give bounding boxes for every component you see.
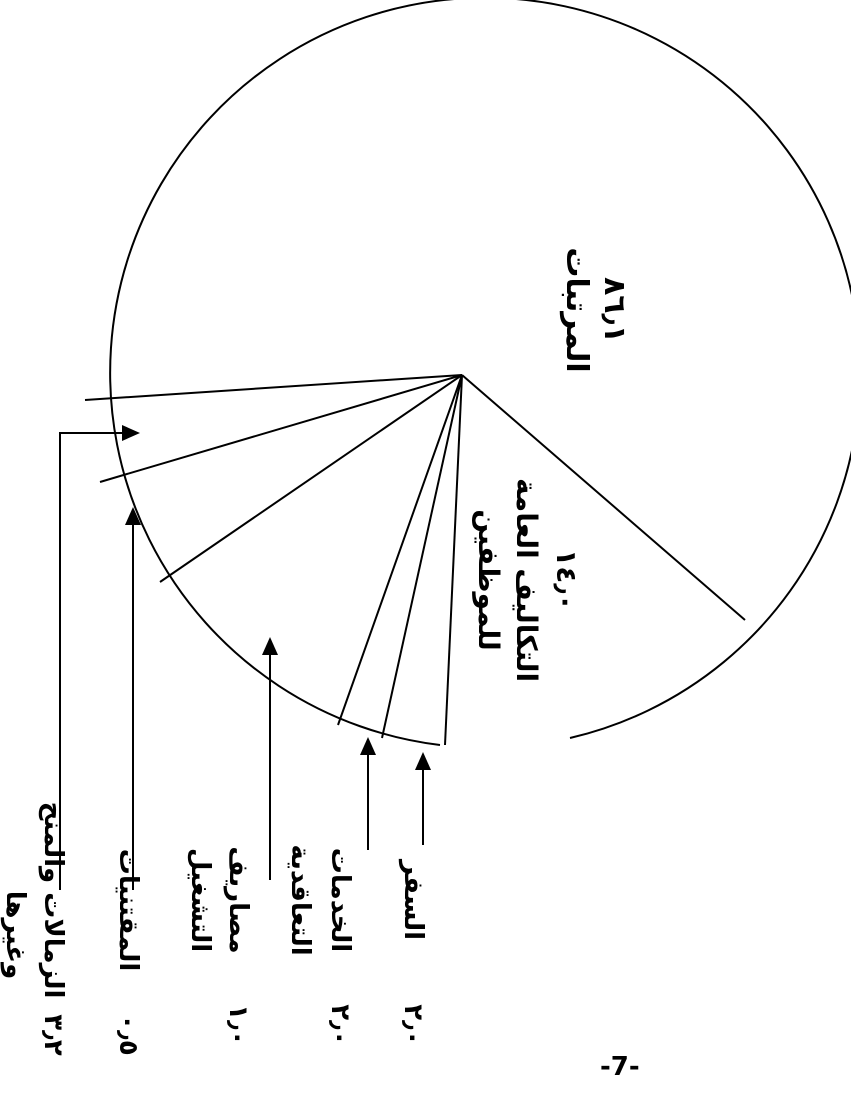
label-operating: مصاريف التشغيل ١٫٠	[185, 846, 253, 1045]
svg-text:١٫٠: ١٫٠	[223, 1004, 253, 1045]
fellowships-label-line1: الزمالات والمنح	[38, 802, 68, 999]
salaries-value: ٨٦٫١	[597, 277, 632, 343]
boundary-operating-acquisitions	[159, 374, 463, 583]
operating-label-line1: مصاريف	[223, 846, 253, 953]
leader-lines	[59, 425, 431, 890]
page-number: -7-	[600, 1052, 640, 1082]
svg-text:السفر: السفر	[398, 858, 428, 940]
pie-outline	[109, 0, 851, 746]
label-acquisitions: المقتنيات ٠٫٥	[113, 849, 143, 1056]
label-fellowships: الزمالات والمنح وغيرها ٣٫٢	[0, 802, 68, 1056]
staff-costs-label-line2: للموظفين	[472, 509, 505, 650]
staff-costs-value: ١٤٫٠	[550, 549, 583, 611]
boundary-staff-travel	[444, 374, 463, 746]
staff-costs-label-line1: التكاليف العامة	[510, 478, 543, 682]
operating-label-line2: التشغيل	[185, 848, 215, 952]
label-services: الخدمات ٢٫٠ التعاقدية	[285, 844, 355, 1045]
salaries-label: المرتبات	[559, 247, 594, 372]
slice-boundaries	[84, 374, 746, 746]
svg-text:٠٫٥: ٠٫٥	[113, 1014, 143, 1055]
svg-text:٢٫٠: ٢٫٠	[325, 1004, 355, 1045]
svg-text:المقتنيات: المقتنيات	[113, 849, 143, 972]
svg-text:٣٫٢: ٣٫٢	[38, 1014, 68, 1056]
svg-text:٢٫٠: ٢٫٠	[398, 1004, 428, 1045]
boundary-acquisitions-fellowships	[99, 374, 463, 483]
boundary-travel-services	[381, 374, 463, 739]
svg-text:التعاقدية: التعاقدية	[285, 844, 315, 955]
slice-label-salaries: ٨٦٫١ المرتبات	[559, 247, 632, 372]
boundary-services-operating	[337, 374, 463, 726]
boundary-fellowships-salaries	[84, 374, 463, 401]
pie-outline-right	[572, 360, 837, 738]
fellowships-label-line2: وغيرها	[0, 891, 30, 980]
slice-label-staff-costs: ١٤٫٠ التكاليف العامة للموظفين	[472, 478, 583, 682]
svg-text:الخدمات: الخدمات	[325, 848, 355, 952]
boundary-salaries-staff	[461, 374, 746, 621]
label-travel: السفر ٢٫٠	[398, 858, 428, 1046]
leader-fellowships	[59, 425, 140, 890]
